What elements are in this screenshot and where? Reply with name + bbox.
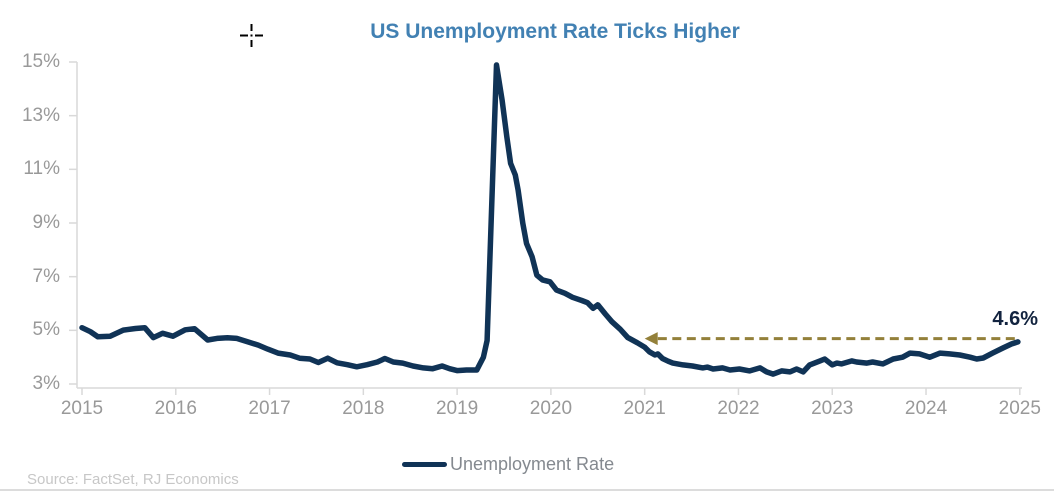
- annotation-value-label: 4.6%: [992, 308, 1038, 330]
- bottom-divider: [0, 489, 1054, 491]
- y-axis-tick-label: 13%: [21, 104, 60, 126]
- annotation-arrowhead: [644, 332, 658, 346]
- series-line-unemployment-rate[interactable]: [79, 62, 1021, 377]
- legend-item-unemployment-rate[interactable]: Unemployment Rate: [402, 454, 614, 475]
- x-axis-tick-label: 2018: [342, 398, 385, 419]
- x-axis-tick-label: 2015: [60, 398, 104, 419]
- legend-item-label: Unemployment Rate: [450, 453, 615, 474]
- x-axis-tick-label: 2020: [529, 398, 573, 419]
- x-axis-tick-label: 2019: [435, 398, 479, 419]
- y-axis-tick-label: 11%: [23, 158, 60, 180]
- chart-title: US Unemployment Rate Ticks Higher: [370, 20, 740, 43]
- x-axis-tick-label: 2022: [717, 398, 760, 419]
- x-axis-tick-label: 2023: [811, 398, 854, 419]
- legend-line-swatch: [402, 461, 447, 467]
- y-axis-tick-label: 3%: [32, 373, 60, 394]
- y-axis-tick-label: 9%: [32, 212, 60, 233]
- x-axis-tick-label: 2024: [904, 398, 948, 419]
- y-axis-tick-label: 7%: [32, 265, 60, 287]
- x-axis-tick-label: 2025: [998, 398, 1041, 419]
- x-axis-tick-label: 2017: [248, 398, 291, 419]
- source-note: Source: FactSet, RJ Economics: [27, 471, 239, 488]
- crosshair-cursor-icon: [238, 22, 265, 54]
- x-axis-tick-label: 2016: [154, 398, 197, 419]
- y-axis-tick-label: 15%: [21, 51, 60, 72]
- x-axis-tick-label: 2021: [623, 398, 666, 419]
- y-axis-tick-label: 5%: [32, 319, 60, 341]
- legend: Unemployment Rate: [402, 454, 614, 474]
